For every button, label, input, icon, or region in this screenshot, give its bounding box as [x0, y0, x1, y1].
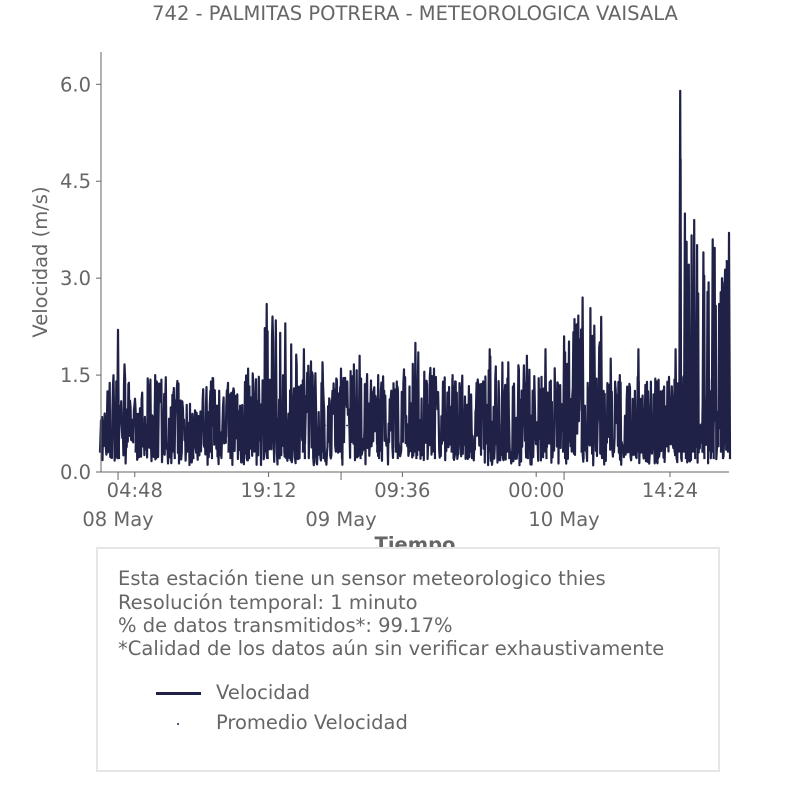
- average-dot: [478, 424, 480, 427]
- average-dot: [610, 424, 612, 427]
- x-tick-label: 00:00: [508, 479, 564, 502]
- average-dot: [390, 424, 392, 427]
- chart: 742 - PALMITAS POTRERA - METEOROLOGICA V…: [29, 2, 732, 531]
- average-dot: [654, 424, 656, 427]
- average-dot: [588, 424, 590, 427]
- average-dot: [236, 424, 238, 427]
- average-dot: [126, 424, 128, 427]
- info-quality-note: *Calidad de los datos aún sin verificar …: [118, 637, 665, 660]
- average-dot: [500, 424, 502, 427]
- average-dot: [280, 424, 282, 427]
- average-dot: [412, 424, 414, 427]
- average-dot: [434, 424, 436, 427]
- average-dot: [676, 424, 678, 427]
- y-tick-label: 0.0: [60, 461, 91, 484]
- average-dot: [522, 424, 524, 427]
- y-tick-label: 3.0: [60, 267, 91, 290]
- x-tick-label: 04:48: [107, 479, 163, 502]
- x-axis: 04:48 19:12 09:36 00:00 14:24 08 May 09 May 10 …: [82, 471, 729, 531]
- info-resolution: Resolución temporal: 1 minuto: [118, 591, 418, 614]
- x-tick-label: 09:36: [374, 479, 430, 502]
- y-tick-label: 1.5: [60, 364, 91, 387]
- series-velocidad-line: [98, 89, 732, 467]
- average-dot: [346, 424, 348, 427]
- info-box: Esta estación tiene un sensor meteorolog…: [96, 547, 720, 772]
- average-dot: [544, 424, 546, 427]
- average-dot: [104, 424, 106, 427]
- average-dot: [720, 424, 722, 427]
- average-dot: [456, 424, 458, 427]
- average-dot: [258, 424, 260, 427]
- y-axis-label: Velocidad (m/s): [29, 186, 52, 337]
- average-dot: [324, 424, 326, 427]
- average-dot: [302, 424, 304, 427]
- chart-title: 742 - PALMITAS POTRERA - METEOROLOGICA V…: [152, 2, 678, 25]
- legend-label-velocidad: Velocidad: [216, 681, 311, 704]
- average-dot: [192, 424, 194, 427]
- date-label: 08 May: [82, 508, 153, 531]
- average-dot: [698, 424, 700, 427]
- date-label: 10 May: [528, 508, 599, 531]
- plot-area: [98, 89, 732, 467]
- legend-label-promedio: Promedio Velocidad: [216, 711, 408, 734]
- x-tick-label: 19:12: [240, 479, 296, 502]
- info-station-sensor: Esta estación tiene un sensor meteorolog…: [118, 567, 606, 590]
- y-tick-label: 6.0: [60, 73, 91, 96]
- y-axis: 0.0 1.5 3.0 4.5 6.0: [60, 52, 102, 484]
- average-dot: [148, 424, 150, 427]
- info-transmitted: % de datos transmitidos*: 99.17%: [118, 614, 453, 637]
- x-tick-label: 14:24: [642, 479, 698, 502]
- average-dot: [566, 424, 568, 427]
- average-dot: [632, 424, 634, 427]
- average-dot: [214, 424, 216, 427]
- average-dot: [170, 424, 172, 427]
- y-tick-label: 4.5: [60, 170, 91, 193]
- date-label: 09 May: [305, 508, 376, 531]
- average-dot: [368, 424, 370, 427]
- legend-dot-swatch: [177, 723, 179, 725]
- legend-line-swatch: [156, 692, 201, 695]
